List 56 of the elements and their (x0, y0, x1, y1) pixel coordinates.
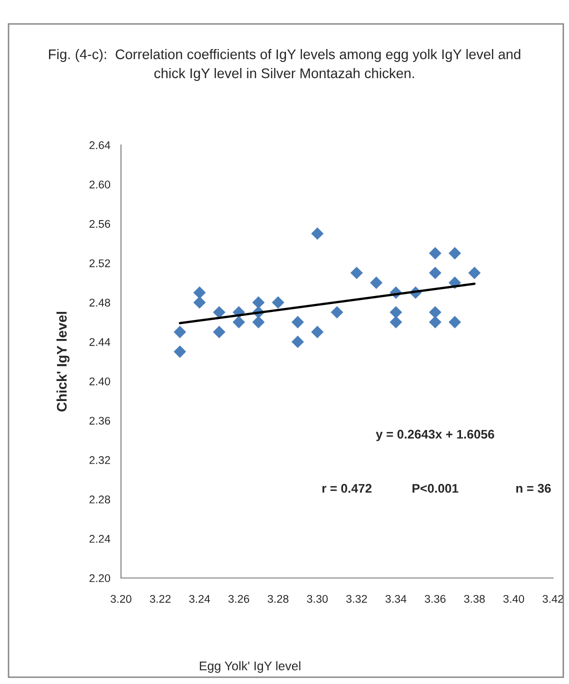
point (232, 316, 246, 328)
x-tick-label: 3.36 (424, 594, 446, 603)
point (448, 316, 462, 328)
point (311, 227, 324, 240)
point (174, 326, 186, 338)
x-tick-label: 3.30 (306, 594, 328, 603)
chart-title: Fig. (4-c): Correlation coefficients of IgY levels among egg yolk IgY level and chick IgY level in Silver Montazah chicken. (49, 49, 520, 81)
x-tick-label: 3.34 (386, 594, 406, 603)
y-tick-label: 2.60 (90, 180, 110, 188)
point (272, 296, 284, 309)
y-tick-label: 2.64 (90, 141, 110, 150)
y-axis-title: Chick' IgY level (56, 312, 70, 412)
annotation: r = 0.472 (322, 484, 372, 493)
point (370, 276, 382, 289)
point (252, 316, 265, 328)
point (193, 286, 206, 299)
point (292, 336, 304, 348)
point (174, 345, 186, 358)
x-tick-label: 3.22 (150, 594, 171, 603)
point (468, 266, 481, 280)
x-tick-label: 3.38 (464, 594, 485, 603)
x-tick-label: 3.32 (346, 594, 367, 603)
point (252, 296, 265, 309)
y-tick-label: 2.44 (90, 338, 110, 346)
y-tick-label: 2.28 (90, 496, 110, 504)
x-tick-label: 3.20 (110, 594, 132, 603)
point (428, 247, 442, 260)
x-tick-label: 3.28 (268, 594, 288, 603)
y-tick-label: 2.52 (90, 259, 110, 268)
point (448, 247, 462, 260)
annotation: y = 0.2643x + 1.6056 (376, 430, 494, 442)
y-tick-label: 2.40 (90, 377, 110, 386)
point (330, 306, 344, 319)
point (428, 316, 442, 328)
x-axis-title: Egg Yolk' IgY level (200, 661, 300, 673)
y-tick-label: 2.36 (90, 416, 110, 425)
point (193, 296, 206, 309)
point (292, 316, 304, 328)
point (428, 306, 442, 319)
y-tick-label: 2.24 (90, 534, 110, 543)
point (390, 306, 402, 319)
x-tick-label: 3.42 (542, 594, 564, 603)
point (428, 266, 442, 280)
y-tick-label: 2.48 (90, 298, 110, 307)
x-tick-label: 3.40 (503, 594, 524, 603)
point (212, 326, 226, 338)
y-tick-label: 2.20 (90, 574, 110, 582)
point (350, 266, 363, 280)
annotation: P<0.001 (412, 484, 458, 493)
point (390, 316, 402, 328)
x-tick-label: 3.26 (228, 594, 250, 603)
y-tick-label: 2.32 (90, 456, 110, 464)
annotation: n = 36 (516, 484, 551, 493)
point (311, 326, 324, 338)
y-tick-label: 2.56 (90, 220, 110, 228)
x-tick-label: 3.24 (189, 594, 210, 603)
